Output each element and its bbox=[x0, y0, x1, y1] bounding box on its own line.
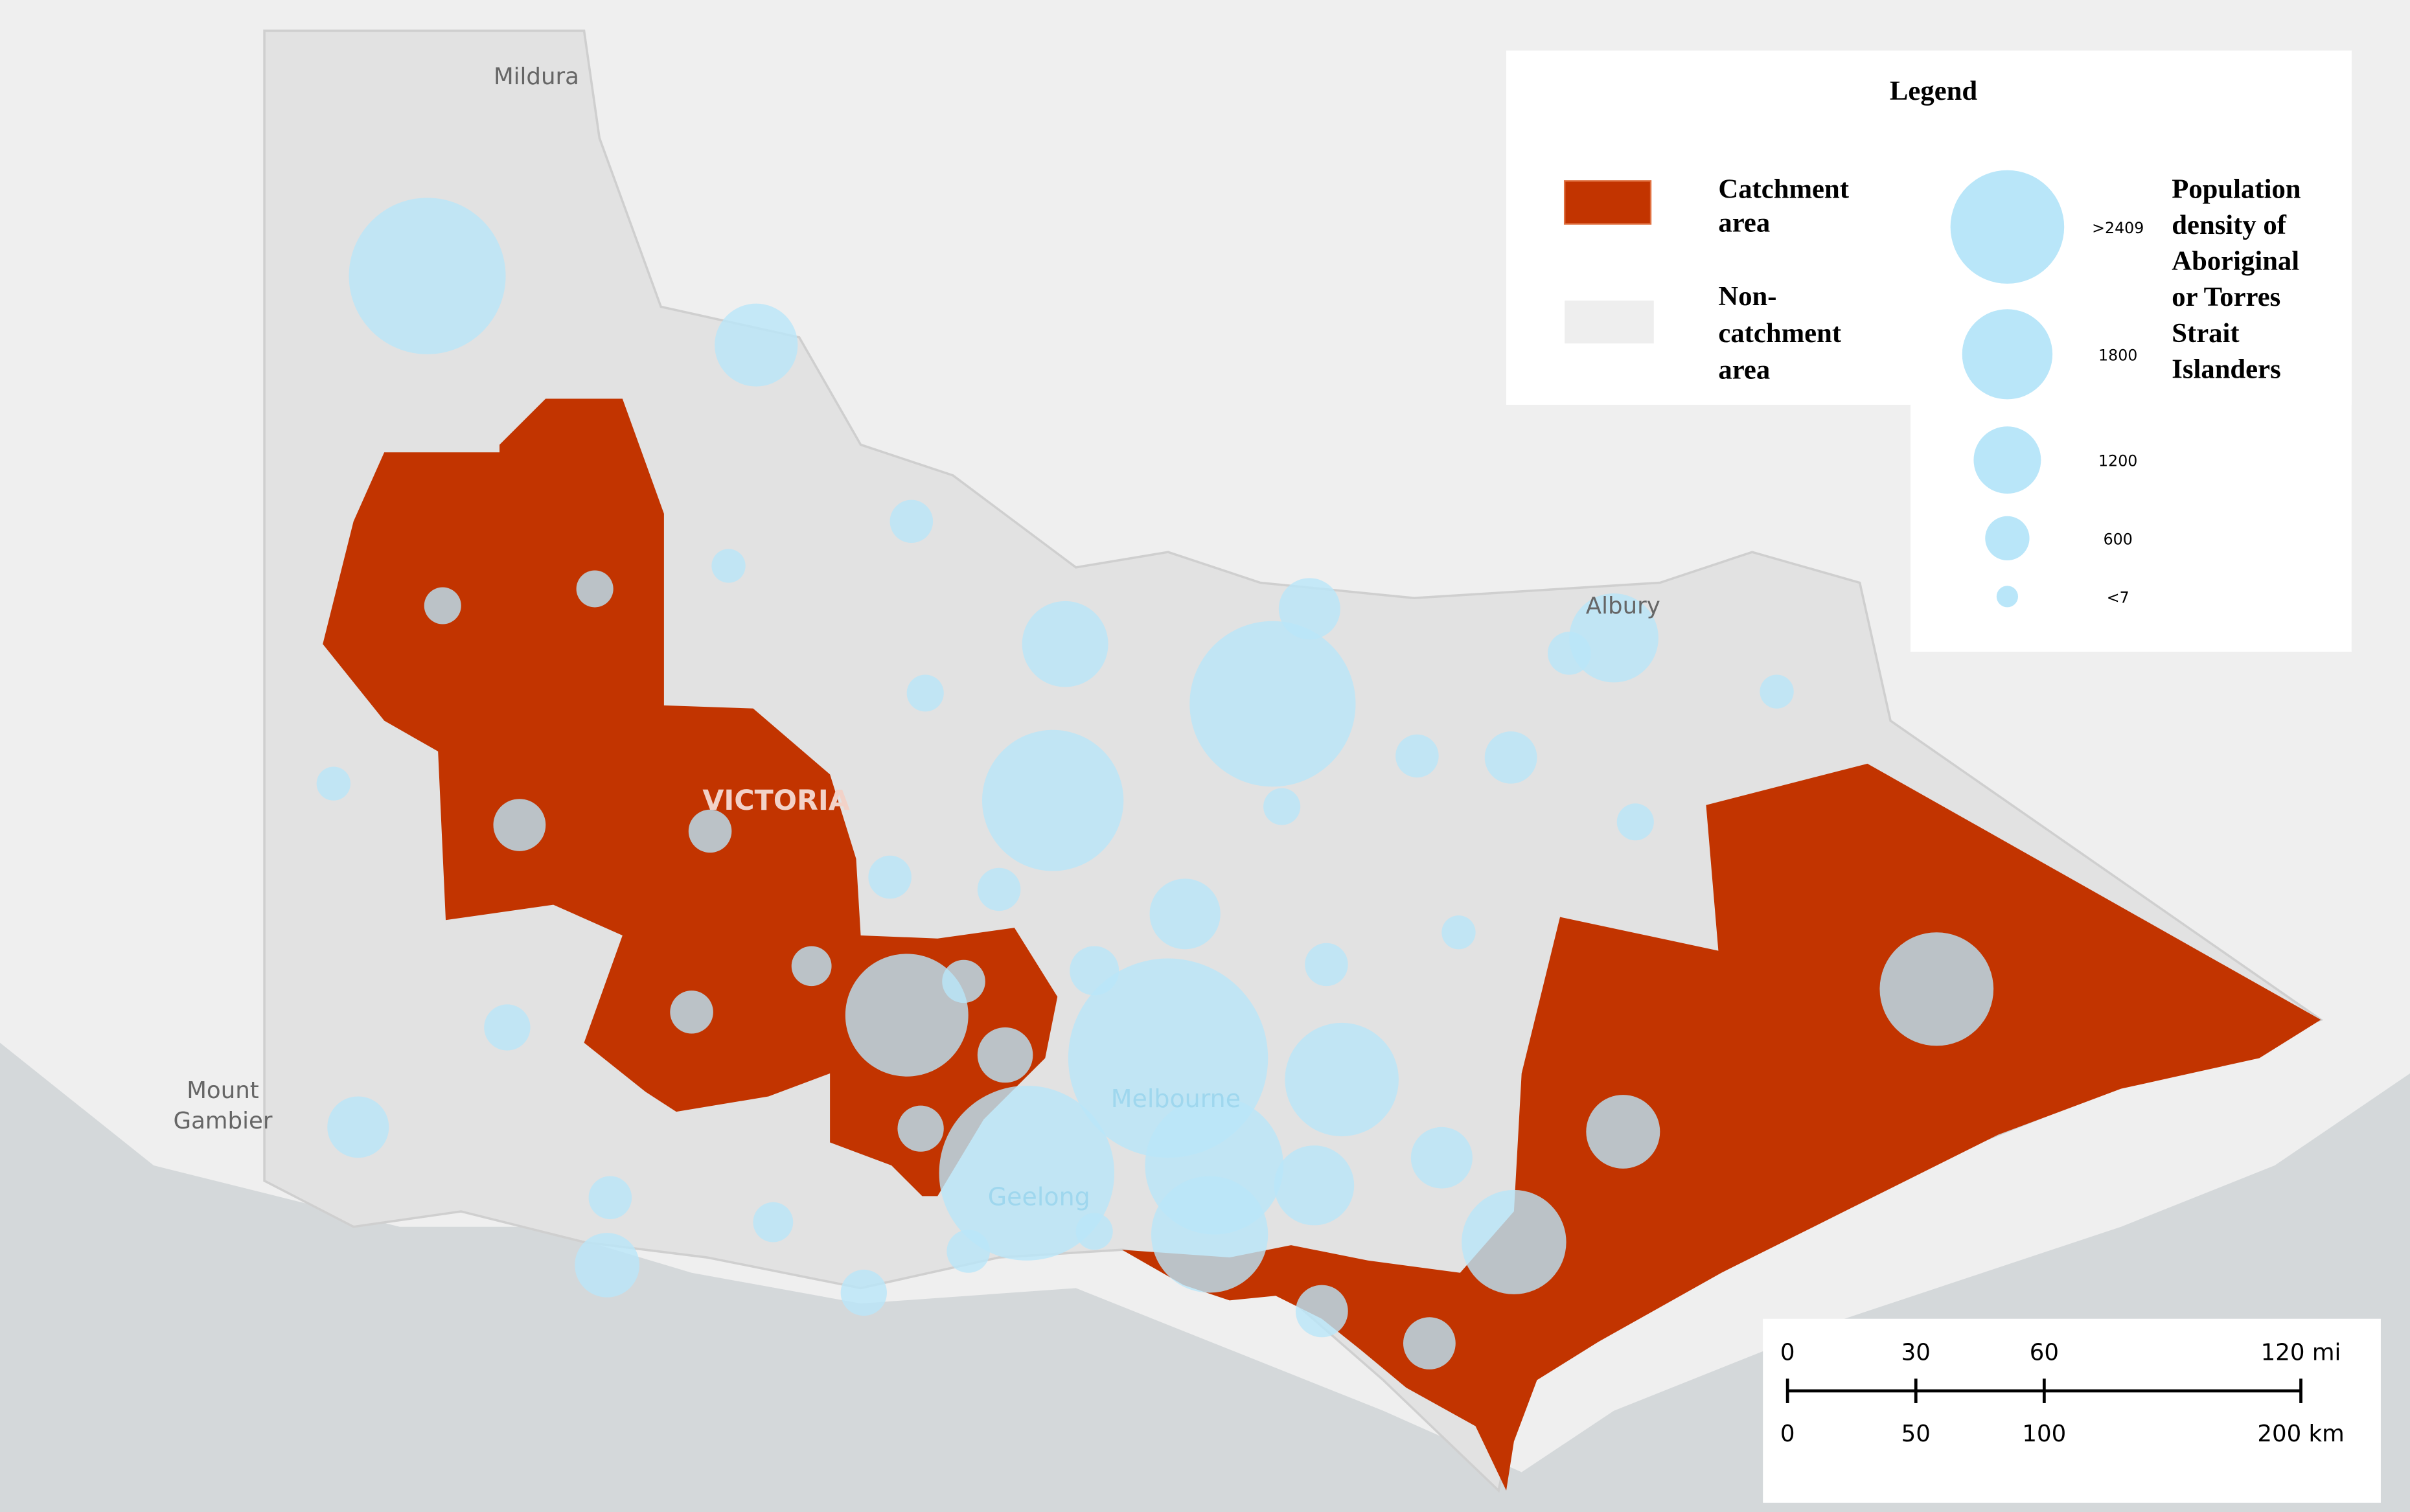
legend-size-label: 1800 bbox=[2098, 346, 2137, 364]
bubble-layer bbox=[316, 198, 1994, 1369]
legend-label: or Torres bbox=[2172, 282, 2280, 312]
bubble bbox=[1274, 1145, 1355, 1226]
bubble bbox=[1022, 601, 1108, 687]
bubble bbox=[1285, 1022, 1399, 1137]
bubble bbox=[424, 587, 461, 624]
bubble bbox=[349, 198, 506, 354]
place-label: Mildura bbox=[494, 63, 579, 90]
scale-label: 50 bbox=[1901, 1421, 1931, 1447]
bubble bbox=[1462, 1189, 1566, 1294]
legend-size-label: <7 bbox=[2107, 588, 2129, 606]
bubble bbox=[1879, 932, 1994, 1046]
legend-title: Legend bbox=[1890, 76, 1977, 106]
legend-size-label: >2409 bbox=[2092, 219, 2144, 237]
bubble bbox=[1263, 788, 1301, 825]
bubble bbox=[1295, 1285, 1348, 1338]
bubble bbox=[1151, 1176, 1268, 1293]
bubble bbox=[316, 766, 350, 801]
bubble bbox=[688, 809, 732, 853]
scale-label: 0 bbox=[1780, 1421, 1795, 1447]
place-label: Mount bbox=[187, 1077, 259, 1104]
scale-box bbox=[1763, 1318, 2381, 1503]
scale-label: 0 bbox=[1780, 1340, 1795, 1366]
legend-swatch-non-catchment bbox=[1565, 300, 1654, 344]
bubble bbox=[753, 1202, 794, 1243]
bubble bbox=[1586, 1095, 1660, 1169]
bubble bbox=[576, 570, 614, 608]
bubble bbox=[942, 959, 985, 1003]
scale-label: 30 bbox=[1901, 1340, 1931, 1366]
legend-label: Non- bbox=[1718, 281, 1776, 312]
bubble bbox=[889, 499, 934, 544]
bubble bbox=[1305, 943, 1348, 987]
bubble bbox=[715, 303, 798, 387]
legend-label: Strait bbox=[2172, 318, 2240, 349]
bubble bbox=[1616, 803, 1654, 841]
place-label: VICTORIA bbox=[702, 785, 849, 817]
legend-bubble bbox=[1996, 586, 2019, 608]
legend-label: Population bbox=[2172, 174, 2301, 204]
bubble bbox=[1410, 1127, 1473, 1189]
scale-label: 120 mi bbox=[2261, 1340, 2341, 1366]
bubble bbox=[588, 1176, 632, 1219]
bubble bbox=[484, 1004, 531, 1051]
legend-size-label: 1200 bbox=[2098, 452, 2137, 470]
bubble bbox=[711, 549, 746, 583]
bubble bbox=[939, 1085, 1115, 1261]
bubble bbox=[1569, 593, 1658, 683]
legend-label: density of bbox=[2172, 210, 2286, 240]
bubble bbox=[1441, 915, 1476, 950]
legend-label: catchment bbox=[1718, 318, 1841, 349]
bubble bbox=[868, 855, 912, 899]
bubble bbox=[327, 1096, 389, 1158]
legend-size-label: 600 bbox=[2104, 530, 2133, 548]
catchment-east bbox=[1121, 763, 2321, 1491]
bubble bbox=[906, 674, 944, 712]
scale-label: 100 bbox=[2022, 1421, 2066, 1447]
bubble bbox=[1149, 878, 1221, 950]
legend-label: Aboriginal bbox=[2172, 246, 2299, 277]
legend-label: area bbox=[1718, 207, 1770, 238]
bubble bbox=[1075, 1213, 1113, 1250]
bubble bbox=[845, 954, 969, 1077]
legend: LegendCatchmentareaNon-catchmentareaPopu… bbox=[1718, 76, 2301, 608]
bubble bbox=[897, 1105, 944, 1152]
bubble bbox=[1395, 734, 1439, 778]
bubble bbox=[1189, 621, 1356, 787]
scale-label: 200 km bbox=[2257, 1421, 2344, 1447]
legend-label: Islanders bbox=[2172, 354, 2280, 385]
bubble bbox=[575, 1233, 639, 1298]
bubble bbox=[977, 1027, 1033, 1083]
bubble bbox=[981, 729, 1124, 871]
bubble bbox=[1278, 578, 1340, 640]
legend-bubble bbox=[1985, 516, 2030, 560]
bubble bbox=[493, 799, 546, 851]
place-label: Melbourne bbox=[1111, 1084, 1241, 1113]
place-labels: Mildura Mount Gambier Albury Melbourne Geelon… bbox=[174, 63, 1660, 1211]
scale-label: 60 bbox=[2030, 1340, 2059, 1366]
legend-label: area bbox=[1718, 355, 1770, 385]
bubble bbox=[977, 867, 1021, 911]
place-label: Gambier bbox=[174, 1108, 273, 1134]
legend-swatch-catchment bbox=[1563, 180, 1652, 225]
place-label: Albury bbox=[1586, 593, 1660, 619]
place-label: Geelong bbox=[988, 1183, 1090, 1211]
legend-bubble bbox=[1973, 426, 2041, 494]
bubble bbox=[1760, 674, 1794, 709]
legend-bubble bbox=[1962, 309, 2053, 400]
legend-label: Catchment bbox=[1718, 174, 1849, 204]
bubble bbox=[670, 991, 713, 1034]
legend-bubble bbox=[1950, 170, 2065, 284]
bubble bbox=[840, 1269, 887, 1316]
scale-bar: 0 30 60 120 mi 0 50 100 200 km bbox=[1780, 1340, 2345, 1447]
bubble bbox=[791, 946, 832, 987]
bubble bbox=[1484, 731, 1537, 784]
bubble bbox=[1403, 1317, 1456, 1369]
